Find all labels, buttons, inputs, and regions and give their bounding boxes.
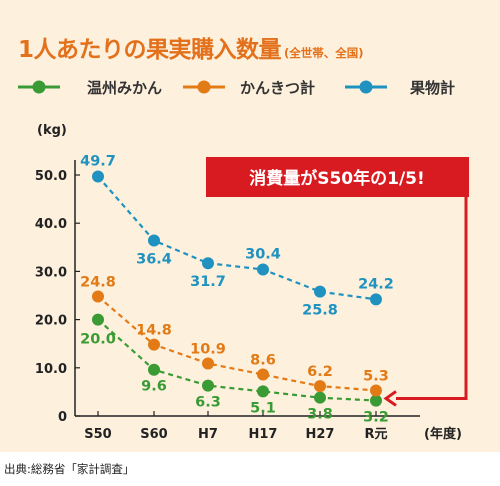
- chart-panel: 1人あたりの果実購入数量 (全世帯、全国): [0, 0, 500, 452]
- data-label: 49.7: [80, 153, 116, 169]
- y-tick-label: 0: [58, 410, 67, 425]
- axes: (kg) 0 10.0 20.0 30.0 40.0 50.0 S50 S60 H7 H17 H27 R…: [35, 123, 462, 442]
- data-label: 10.9: [190, 341, 226, 357]
- series-line: [97, 318, 377, 402]
- data-label: 6.3: [195, 395, 221, 411]
- data-point: [148, 363, 160, 376]
- data-point: [202, 257, 214, 270]
- data-label: 5.3: [363, 368, 389, 384]
- data-label: 20.0: [80, 332, 116, 348]
- chart-subtitle: (全世帯、全国): [284, 46, 364, 60]
- x-axis-unit: (年度): [424, 426, 462, 442]
- data-label: 14.8: [136, 323, 172, 339]
- data-point: [314, 285, 326, 298]
- data-point: [257, 263, 269, 276]
- series-line: [97, 175, 377, 301]
- x-tick-label: R元: [364, 427, 387, 442]
- data-label: 8.6: [250, 353, 276, 369]
- data-point: [148, 338, 160, 351]
- data-point: [92, 313, 104, 326]
- data-label: 3.8: [307, 407, 333, 423]
- data-label: 3.2: [363, 410, 389, 426]
- x-tick-label: S60: [140, 427, 167, 442]
- x-tick-label: H17: [249, 427, 278, 442]
- title-row: 1人あたりの果実購入数量 (全世帯、全国): [18, 30, 364, 64]
- data-label: 5.1: [250, 400, 276, 416]
- legend-label: 温州みかん: [87, 79, 162, 97]
- line-chart: 温州みかん かんきつ計 果物計 (kg) 0 10.0 20.0 30.0 40.0 50.0 S…: [18, 79, 469, 442]
- legend-marker: [359, 80, 373, 94]
- data-label: 24.8: [80, 274, 116, 290]
- data-label: 31.7: [190, 274, 226, 290]
- data-point: [314, 380, 326, 393]
- data-point: [370, 394, 382, 407]
- legend-label: 果物計: [409, 79, 455, 97]
- data-point: [148, 234, 160, 247]
- data-label: 25.8: [302, 303, 338, 319]
- legend-marker: [32, 80, 46, 94]
- y-tick-label: 10.0: [35, 362, 67, 377]
- series-layer: [92, 170, 382, 407]
- y-axis-unit: (kg): [37, 123, 67, 138]
- legend-marker: [197, 80, 211, 94]
- callout: 消費量がS50年の1/5!: [206, 157, 469, 197]
- data-point: [92, 290, 104, 303]
- data-point: [92, 170, 104, 183]
- chart-title: 1人あたりの果実購入数量: [18, 37, 282, 63]
- data-point: [314, 391, 326, 404]
- y-tick-label: 20.0: [35, 314, 67, 329]
- data-label: 36.4: [136, 252, 172, 268]
- data-point: [202, 379, 214, 392]
- y-tick-label: 40.0: [35, 217, 67, 232]
- x-tick-label: S50: [84, 427, 111, 442]
- y-tick-label: 50.0: [35, 169, 67, 184]
- data-point: [370, 384, 382, 397]
- data-label: 9.6: [141, 379, 167, 395]
- data-point: [257, 368, 269, 381]
- legend: 温州みかん かんきつ計 果物計: [18, 79, 455, 97]
- data-labels: 20.0 9.6 6.3 5.1 3.8 3.2 24.8 14.8 10.9 8.6 6.2 5.3…: [80, 153, 394, 425]
- x-tick-label: H27: [306, 427, 335, 442]
- x-tick-label: H7: [198, 427, 218, 442]
- y-tick-label: 30.0: [35, 265, 67, 280]
- data-point: [257, 385, 269, 398]
- source-note: 出典:総務省「家計調査」: [4, 462, 135, 476]
- data-point: [370, 293, 382, 306]
- callout-box: [206, 157, 469, 197]
- data-label: 24.2: [358, 276, 394, 292]
- callout-text: 消費量がS50年の1/5!: [249, 168, 425, 189]
- data-point: [202, 357, 214, 370]
- callout-line: [396, 195, 468, 400]
- data-label: 6.2: [307, 364, 333, 380]
- callout-connector: [383, 195, 468, 407]
- callout-arrowhead: [383, 390, 397, 407]
- series-line: [97, 295, 377, 392]
- legend-label: かんきつ計: [240, 79, 315, 97]
- data-label: 30.4: [245, 246, 281, 262]
